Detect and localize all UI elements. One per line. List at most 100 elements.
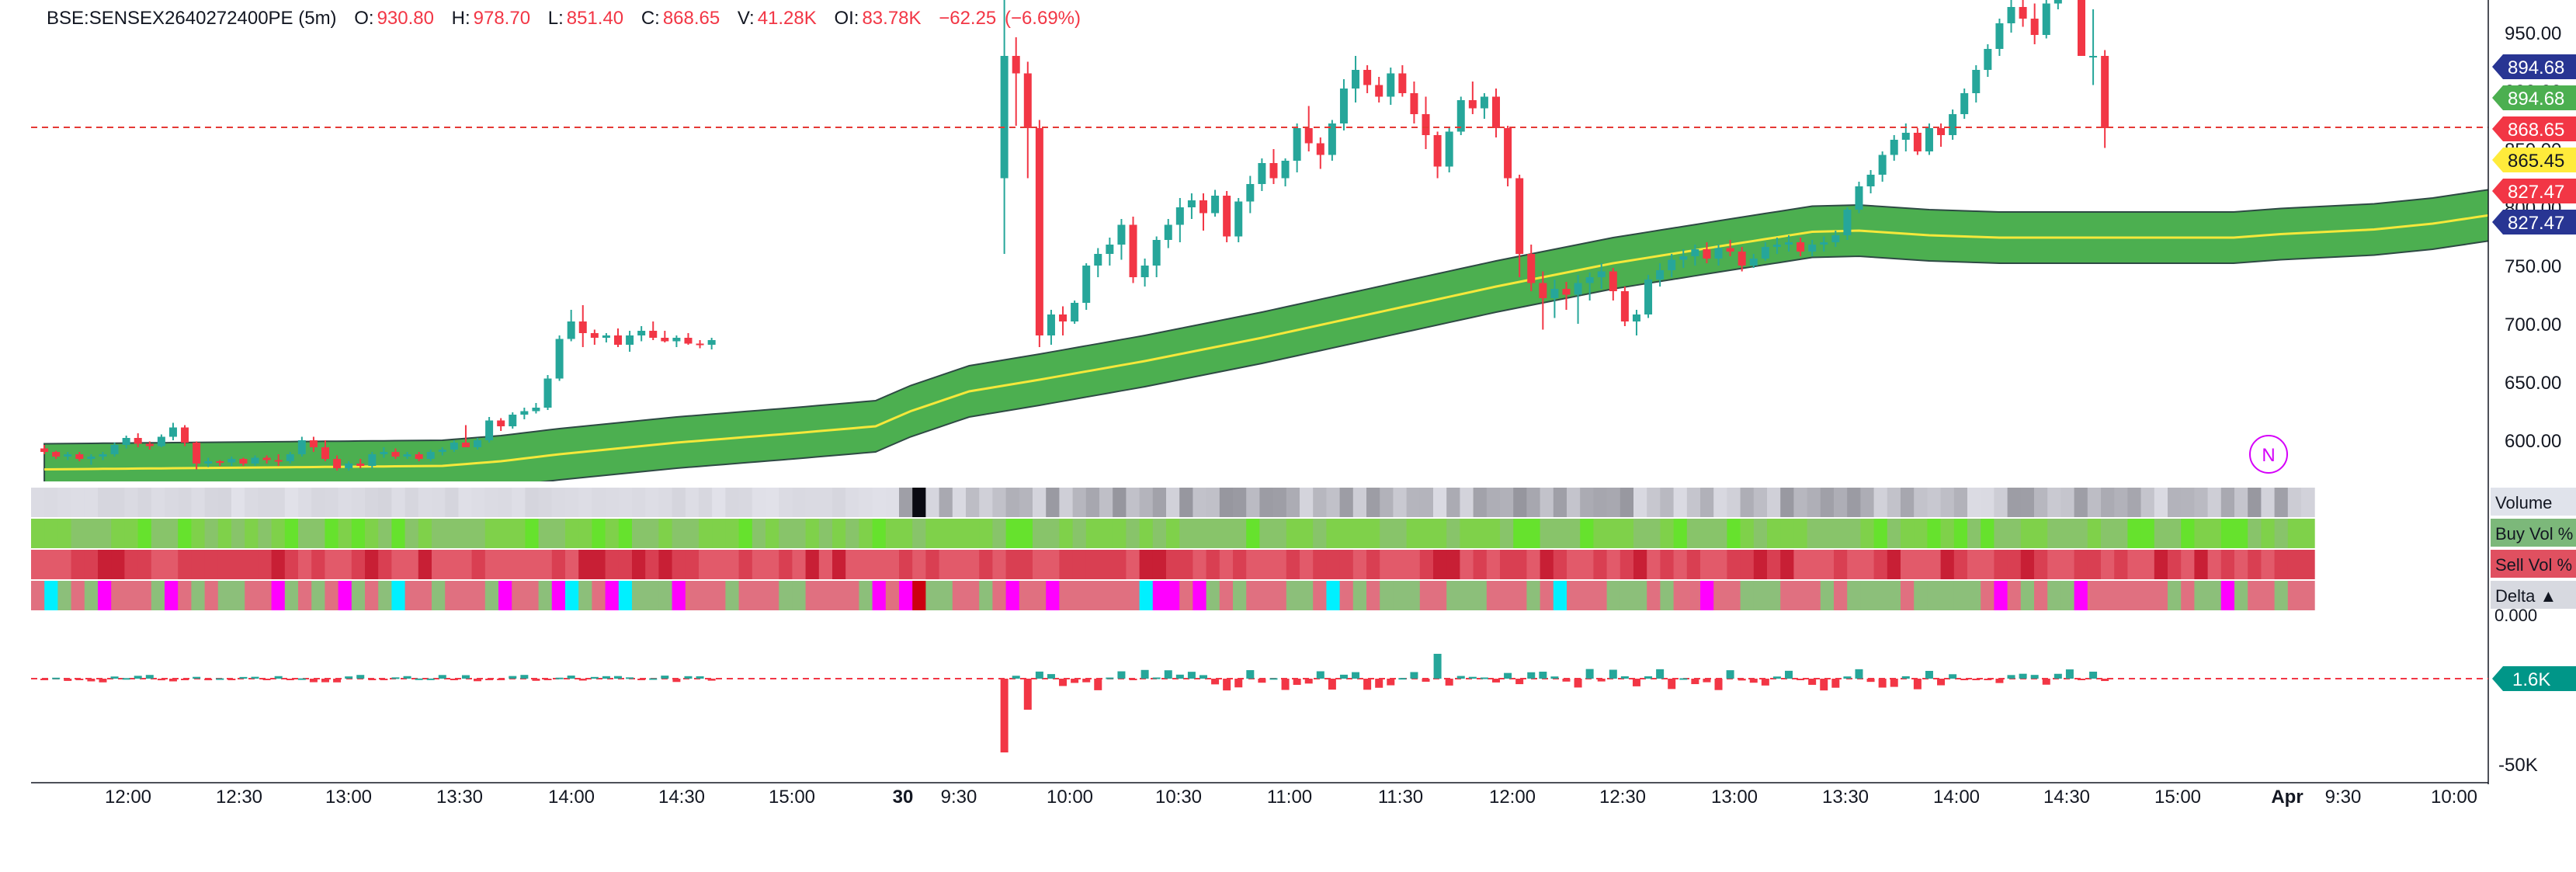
- heatmap-volume-cell: [1700, 488, 1714, 517]
- candle-body: [1375, 85, 1383, 97]
- heatmap-delta-cell: [2154, 581, 2168, 610]
- heatmap-sell-cell: [565, 550, 579, 579]
- heatmap-delta-cell: [979, 581, 993, 610]
- candle-body: [1808, 245, 1817, 252]
- heatmap-sell-cell: [2261, 550, 2276, 579]
- heatmap-buy-cell: [792, 519, 807, 548]
- candle-body: [333, 459, 342, 468]
- heatmap-buy-cell: [1259, 519, 1274, 548]
- delta-bar: [1749, 679, 1758, 683]
- heatmap-sell-cell: [1352, 550, 1367, 579]
- heatmap-row-label-bg: [2491, 550, 2576, 578]
- heatmap-volume-cell: [2020, 488, 2035, 517]
- heatmap-sell-cell: [445, 550, 459, 579]
- heatmap-volume-cell: [2168, 488, 2182, 517]
- heatmap-sell-cell: [1686, 550, 1701, 579]
- heatmap-sell-cell: [1179, 550, 1193, 579]
- heatmap-buy-cell: [832, 519, 846, 548]
- x-tick-label: 13:30: [1822, 787, 1869, 808]
- candle-body: [1117, 224, 1126, 245]
- delta-bar: [1866, 679, 1875, 683]
- delta-bar: [1679, 678, 1688, 680]
- heatmap-buy-cell: [592, 519, 606, 548]
- delta-bar: [1246, 670, 1255, 679]
- delta-bar: [2007, 675, 2015, 679]
- heatmap-buy-cell: [284, 519, 299, 548]
- heatmap-row-label-bg: [2491, 519, 2576, 547]
- candle-body: [1258, 163, 1266, 184]
- heatmap-volume-cell: [538, 488, 553, 517]
- change-percent: (−6.69%): [1004, 8, 1081, 29]
- heatmap-buy-cell: [445, 519, 459, 548]
- heatmap-buy-cell: [298, 519, 312, 548]
- price-tag-label: 865.45: [2508, 151, 2564, 172]
- candle-body: [1726, 248, 1734, 252]
- heatmap-delta-cell: [738, 581, 753, 610]
- candle-body: [485, 420, 494, 440]
- heatmap-volume-cell: [71, 488, 85, 517]
- candle-body: [590, 333, 599, 338]
- candle-body: [1094, 254, 1102, 266]
- heatmap-sell-cell: [1927, 550, 1942, 579]
- heatmap-sell-cell: [872, 550, 887, 579]
- heatmap-buy-cell: [1807, 519, 1821, 548]
- candle-body: [474, 440, 482, 447]
- heatmap-volume-cell: [2261, 488, 2276, 517]
- heatmap-sell-cell: [525, 550, 540, 579]
- candle-body: [157, 436, 165, 446]
- heatmap-buy-cell: [939, 519, 953, 548]
- heatmap-delta-cell: [1967, 581, 1981, 610]
- open-label: O:: [354, 8, 374, 29]
- heatmap-volume-cell: [1473, 488, 1488, 517]
- heatmap-delta-cell: [1807, 581, 1821, 610]
- heatmap-sell-cell: [258, 550, 273, 579]
- heatmap-volume-cell: [2074, 488, 2088, 517]
- heatmap-delta-cell: [1206, 581, 1220, 610]
- delta-bar: [1714, 679, 1723, 690]
- heatmap-volume-cell: [178, 488, 192, 517]
- heatmap-delta-cell: [912, 581, 926, 610]
- heatmap-delta-cell: [1419, 581, 1434, 610]
- delta-bar: [509, 676, 517, 679]
- delta-bar: [1562, 679, 1571, 682]
- delta-bar: [438, 675, 446, 679]
- heatmap-volume-cell: [2301, 488, 2315, 517]
- candle-body: [168, 427, 177, 437]
- candle-body: [2007, 7, 2015, 23]
- heatmap-delta-cell: [2220, 581, 2235, 610]
- heatmap-sell-cell: [779, 550, 793, 579]
- heatmap-buy-cell: [2234, 519, 2248, 548]
- delta-bar: [75, 679, 84, 680]
- candle-body: [461, 443, 470, 447]
- heatmap-buy-cell: [1139, 519, 1154, 548]
- heatmap-sell-cell: [1700, 550, 1714, 579]
- heatmap-buy-cell: [1981, 519, 1994, 548]
- heatmap-buy-cell: [245, 519, 259, 548]
- heatmap-delta-cell: [899, 581, 913, 610]
- y-tick-label: 600.00: [2505, 431, 2561, 452]
- heatmap-row-label-bg: [2491, 581, 2576, 609]
- heatmap-sell-cell: [1152, 550, 1167, 579]
- heatmap-delta-cell: [2287, 581, 2302, 610]
- heatmap-sell-cell: [1807, 550, 1821, 579]
- heatmap-delta-cell: [2074, 581, 2088, 610]
- heatmap-sell-cell: [859, 550, 873, 579]
- delta-bar: [1937, 679, 1946, 686]
- candle-body: [1866, 175, 1875, 186]
- x-tick-label: 12:30: [1599, 787, 1646, 808]
- delta-bar: [2065, 669, 2074, 679]
- heatmap-buy-cell: [1647, 519, 1661, 548]
- heatmap-delta-cell: [752, 581, 766, 610]
- heatmap-buy-cell: [231, 519, 245, 548]
- heatmap-volume-cell: [2274, 488, 2289, 517]
- heatmap-delta-cell: [2034, 581, 2048, 610]
- heatmap-delta-cell: [1873, 581, 1888, 610]
- heatmap-sell-cell: [992, 550, 1007, 579]
- heatmap-buy-cell: [1300, 519, 1314, 548]
- heatmap-sell-cell: [699, 550, 713, 579]
- heatmap-volume-cell: [1727, 488, 1741, 517]
- heatmap-sell-cell: [1553, 550, 1567, 579]
- candle-body: [368, 454, 377, 466]
